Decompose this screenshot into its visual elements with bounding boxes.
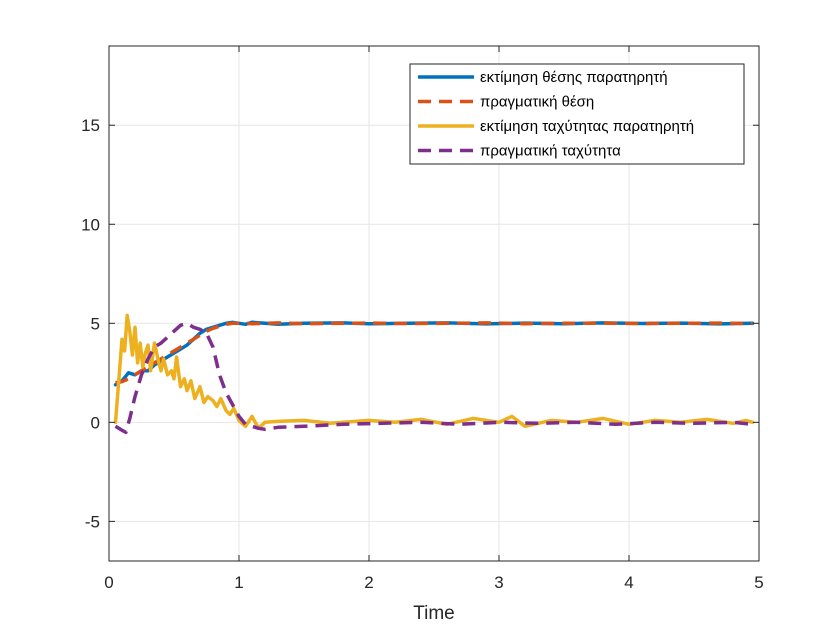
legend-box <box>409 63 745 165</box>
series-line-2 <box>115 321 753 385</box>
series-line-3 <box>113 313 755 431</box>
y-tick-label: 5 <box>91 314 100 333</box>
y-tick-label: 15 <box>81 116 100 135</box>
x-tick-label: 1 <box>234 573 243 592</box>
y-tick-label: 0 <box>91 413 100 432</box>
legend-label-3: εκτίμηση ταχύτητας παρατηρητή <box>480 118 694 135</box>
tick-labels: 0 1 2 3 4 5 -5 0 5 10 15 <box>81 116 764 592</box>
y-tick-label: -5 <box>85 512 100 531</box>
x-axis-label: Time <box>413 603 455 624</box>
legend: εκτίμηση θέσης παρατηρητή πραγματική θέση… <box>409 63 745 165</box>
legend-label-2: πραγματική θέση <box>480 94 594 111</box>
legend-label-4: πραγματική ταχύτητα <box>480 143 621 160</box>
x-tick-label: 0 <box>104 573 113 592</box>
x-tick-label: 2 <box>364 573 373 592</box>
axes <box>108 45 760 562</box>
series-layer <box>113 313 755 435</box>
x-tick-label: 5 <box>754 573 763 592</box>
series-line-4 <box>114 321 753 435</box>
y-tick-label: 10 <box>81 215 100 234</box>
axes-box <box>108 45 760 562</box>
legend-label-1: εκτίμηση θέσης παρατηρητή <box>480 69 668 86</box>
x-tick-label: 3 <box>494 573 503 592</box>
x-tick-label: 4 <box>624 573 633 592</box>
